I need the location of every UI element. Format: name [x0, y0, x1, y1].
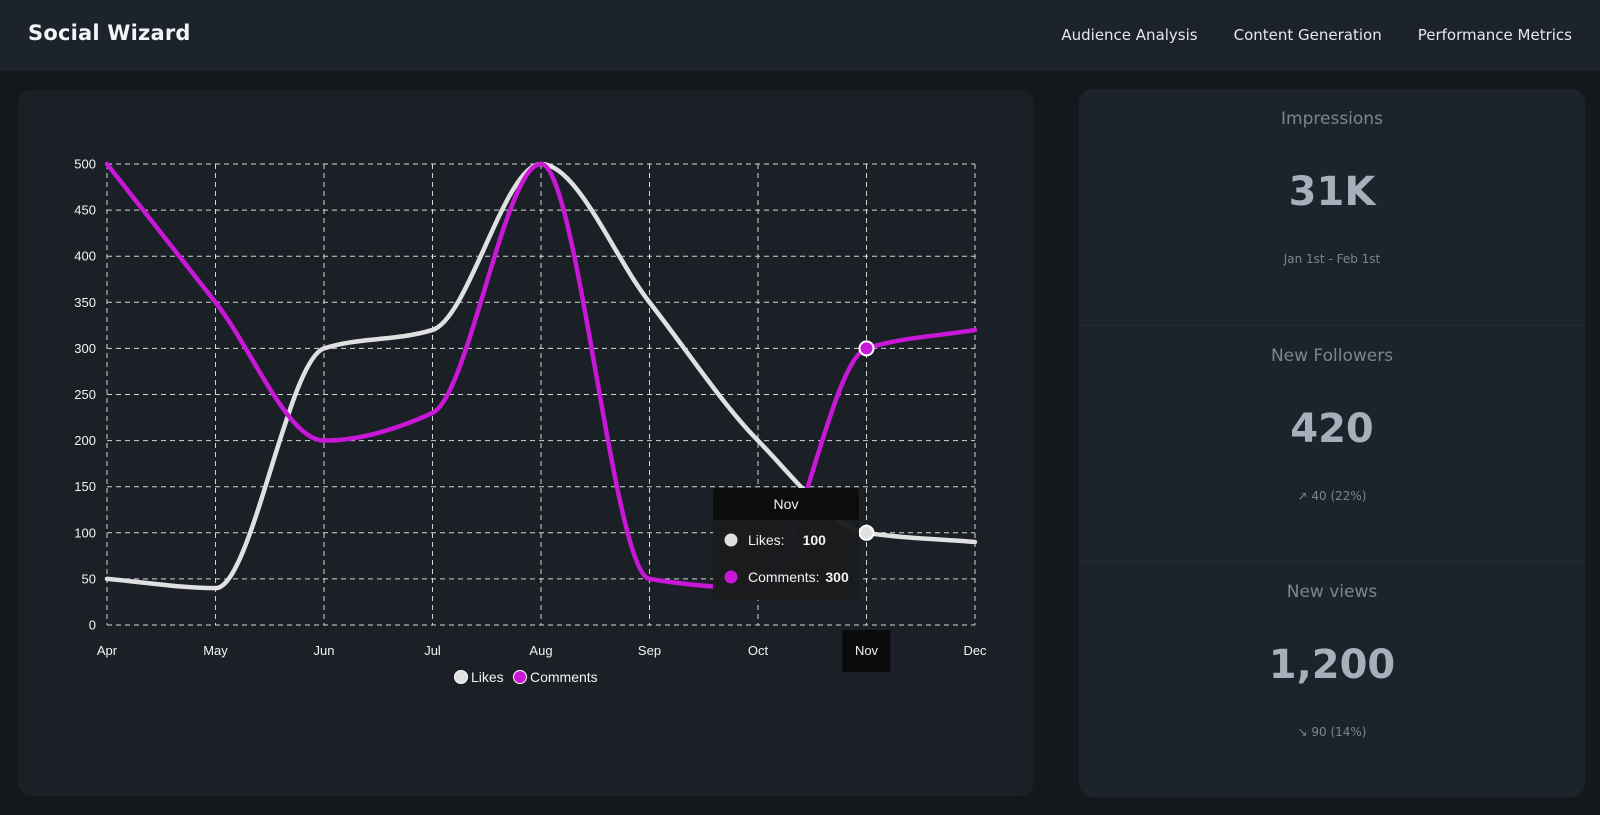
y-tick-label: 250 — [74, 387, 96, 402]
legend-swatch-likes — [454, 670, 468, 684]
stat-desc: ↗︎ 40 (22%) — [1297, 489, 1367, 503]
x-tick-label: Oct — [748, 643, 769, 658]
y-tick-label: 300 — [74, 341, 96, 356]
stat-value: 1,200 — [1268, 642, 1396, 688]
tooltip-swatch — [724, 570, 738, 584]
x-tick-label: Nov — [855, 643, 879, 658]
active-point-comments[interactable] — [858, 340, 875, 357]
stat-value: 31K — [1288, 169, 1376, 215]
tooltip-value: 100 — [803, 532, 827, 548]
stat-desc: Jan 1st - Feb 1st — [1283, 252, 1381, 266]
stat-impressions: Impressions 31K Jan 1st - Feb 1st — [1079, 89, 1585, 325]
tooltip-value: 300 — [825, 569, 849, 585]
main-nav: Audience Analysis Content Generation Per… — [1061, 26, 1572, 44]
x-axis-highlight — [842, 630, 891, 672]
y-tick-label: 400 — [74, 249, 96, 264]
tooltip-title: Nov — [774, 496, 799, 512]
y-tick-label: 150 — [74, 479, 96, 494]
stat-new-followers: New Followers 420 ↗︎ 40 (22%) — [1079, 325, 1585, 561]
y-tick-label: 500 — [74, 157, 96, 172]
line-chart[interactable]: 0 50 100 150 200 250 300 350 400 450 500 Apr May Jun J… — [18, 90, 1034, 796]
y-tick-label: 0 — [89, 618, 96, 633]
y-tick-label: 350 — [74, 295, 96, 310]
x-tick-label: Aug — [529, 643, 552, 658]
y-tick-label: 50 — [82, 571, 96, 586]
tooltip-label: Comments: — [748, 569, 820, 585]
x-tick-label: Dec — [963, 643, 987, 658]
stat-title: New Followers — [1270, 346, 1394, 366]
brand-title[interactable]: Social Wizard — [28, 21, 191, 45]
stat-desc: ↘︎ 90 (14%) — [1297, 725, 1367, 739]
tooltip-header — [713, 488, 859, 520]
legend-label-comments: Comments — [530, 669, 598, 685]
stat-title: Impressions — [1281, 109, 1383, 129]
stats-panel: Impressions 31K Jan 1st - Feb 1st New Fo… — [1079, 89, 1585, 797]
series-line-comments[interactable] — [104, 161, 978, 591]
legend-label-likes: Likes — [471, 669, 504, 685]
nav-audience-analysis[interactable]: Audience Analysis — [1061, 26, 1198, 44]
y-tick-label: 450 — [74, 203, 96, 218]
x-tick-label: Jun — [314, 643, 335, 658]
stat-value: 420 — [1290, 406, 1374, 452]
y-tick-label: 200 — [74, 433, 96, 448]
stat-title: New views — [1286, 582, 1378, 602]
y-tick-label: 100 — [74, 525, 96, 540]
chart-card: 0 50 100 150 200 250 300 350 400 450 500 Apr May Jun J… — [18, 90, 1034, 796]
x-tick-label: Apr — [97, 643, 118, 658]
nav-performance-metrics[interactable]: Performance Metrics — [1417, 26, 1572, 44]
tooltip-label: Likes: — [748, 532, 785, 548]
stat-new-views: New views 1,200 ↘︎ 90 (14%) — [1079, 561, 1585, 797]
top-navbar: Social Wizard Audience Analysis Content … — [0, 0, 1600, 72]
x-tick-label: Jul — [424, 643, 441, 658]
active-point-likes[interactable] — [858, 524, 875, 541]
tooltip-swatch — [724, 533, 738, 547]
legend-swatch-comments — [513, 670, 527, 684]
nav-content-generation[interactable]: Content Generation — [1233, 26, 1382, 44]
x-tick-label: Sep — [638, 643, 661, 658]
x-tick-label: May — [203, 643, 228, 658]
